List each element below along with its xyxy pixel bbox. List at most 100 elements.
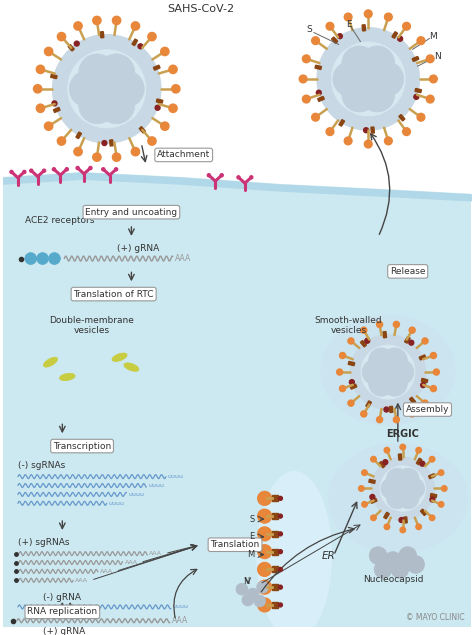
Circle shape [299,75,307,83]
Circle shape [400,444,406,450]
Circle shape [426,55,434,63]
Circle shape [250,176,253,179]
Text: uuuu: uuuu [173,605,189,610]
Text: E: E [249,532,255,542]
Bar [272,495,278,501]
Circle shape [53,168,55,171]
Circle shape [236,583,248,595]
Circle shape [416,448,421,453]
Circle shape [74,41,79,46]
Circle shape [422,338,428,344]
Circle shape [364,128,369,133]
Text: uuuu: uuuu [109,501,125,506]
Circle shape [358,486,364,491]
Polygon shape [369,479,375,483]
Circle shape [420,383,426,387]
Polygon shape [132,39,137,46]
Circle shape [326,22,334,30]
Circle shape [433,369,439,375]
Text: Attachment: Attachment [157,150,210,159]
Circle shape [369,371,394,396]
Circle shape [312,114,319,121]
Circle shape [393,321,400,328]
Circle shape [45,352,80,388]
Text: uuuu: uuuu [168,474,184,479]
Circle shape [316,90,321,95]
Circle shape [278,603,283,607]
Circle shape [30,169,33,172]
Circle shape [98,87,135,124]
Circle shape [430,352,437,359]
Circle shape [417,114,425,121]
Text: N: N [244,577,250,585]
Circle shape [371,457,376,462]
Circle shape [169,65,177,74]
Text: Translation: Translation [210,540,260,549]
Polygon shape [156,99,163,104]
Circle shape [342,77,377,112]
Circle shape [384,137,392,145]
Circle shape [399,547,417,565]
Circle shape [278,514,283,518]
Circle shape [339,352,346,359]
Circle shape [369,348,394,373]
Polygon shape [154,65,160,70]
Text: vesicles: vesicles [74,326,110,335]
Circle shape [53,34,161,143]
Text: Entry and uncoating: Entry and uncoating [85,208,177,217]
Circle shape [258,563,272,577]
Circle shape [417,37,425,44]
Polygon shape [399,114,405,121]
Polygon shape [420,509,427,516]
Circle shape [371,457,434,520]
Circle shape [429,457,435,462]
Polygon shape [362,25,365,31]
Polygon shape [370,498,377,504]
Bar [272,566,278,572]
Circle shape [172,84,180,93]
Text: uuuu: uuuu [128,492,145,497]
Circle shape [23,331,102,410]
Circle shape [317,28,419,130]
Circle shape [342,46,377,81]
Circle shape [25,253,36,264]
Circle shape [112,153,121,161]
Circle shape [438,502,444,507]
Circle shape [416,524,421,530]
Circle shape [326,128,334,135]
Circle shape [441,486,447,491]
Circle shape [302,55,310,63]
Circle shape [138,44,143,49]
Circle shape [403,22,410,30]
Circle shape [339,385,346,392]
Circle shape [430,497,435,502]
Circle shape [381,478,402,499]
Circle shape [361,411,367,417]
Circle shape [382,348,407,373]
Text: (+) sgRNAs: (+) sgRNAs [18,538,69,547]
Text: RNA replication: RNA replication [27,607,97,617]
Circle shape [10,170,13,173]
Text: AAA: AAA [100,569,113,574]
Circle shape [384,407,389,412]
Text: Smooth-walled: Smooth-walled [315,316,383,325]
Circle shape [76,166,79,170]
Polygon shape [416,458,422,465]
Circle shape [102,168,105,171]
Polygon shape [54,107,60,112]
Circle shape [391,561,409,578]
Circle shape [131,22,139,30]
Circle shape [350,335,426,410]
Circle shape [161,122,169,130]
Circle shape [302,95,310,103]
Text: Release: Release [390,267,426,276]
Circle shape [388,359,414,385]
Circle shape [403,478,425,499]
Polygon shape [371,127,374,133]
Circle shape [438,470,444,476]
Polygon shape [415,88,421,93]
Text: ACE2 receptors: ACE2 receptors [25,215,94,225]
Circle shape [365,10,372,18]
Circle shape [52,101,57,106]
Circle shape [386,487,408,509]
